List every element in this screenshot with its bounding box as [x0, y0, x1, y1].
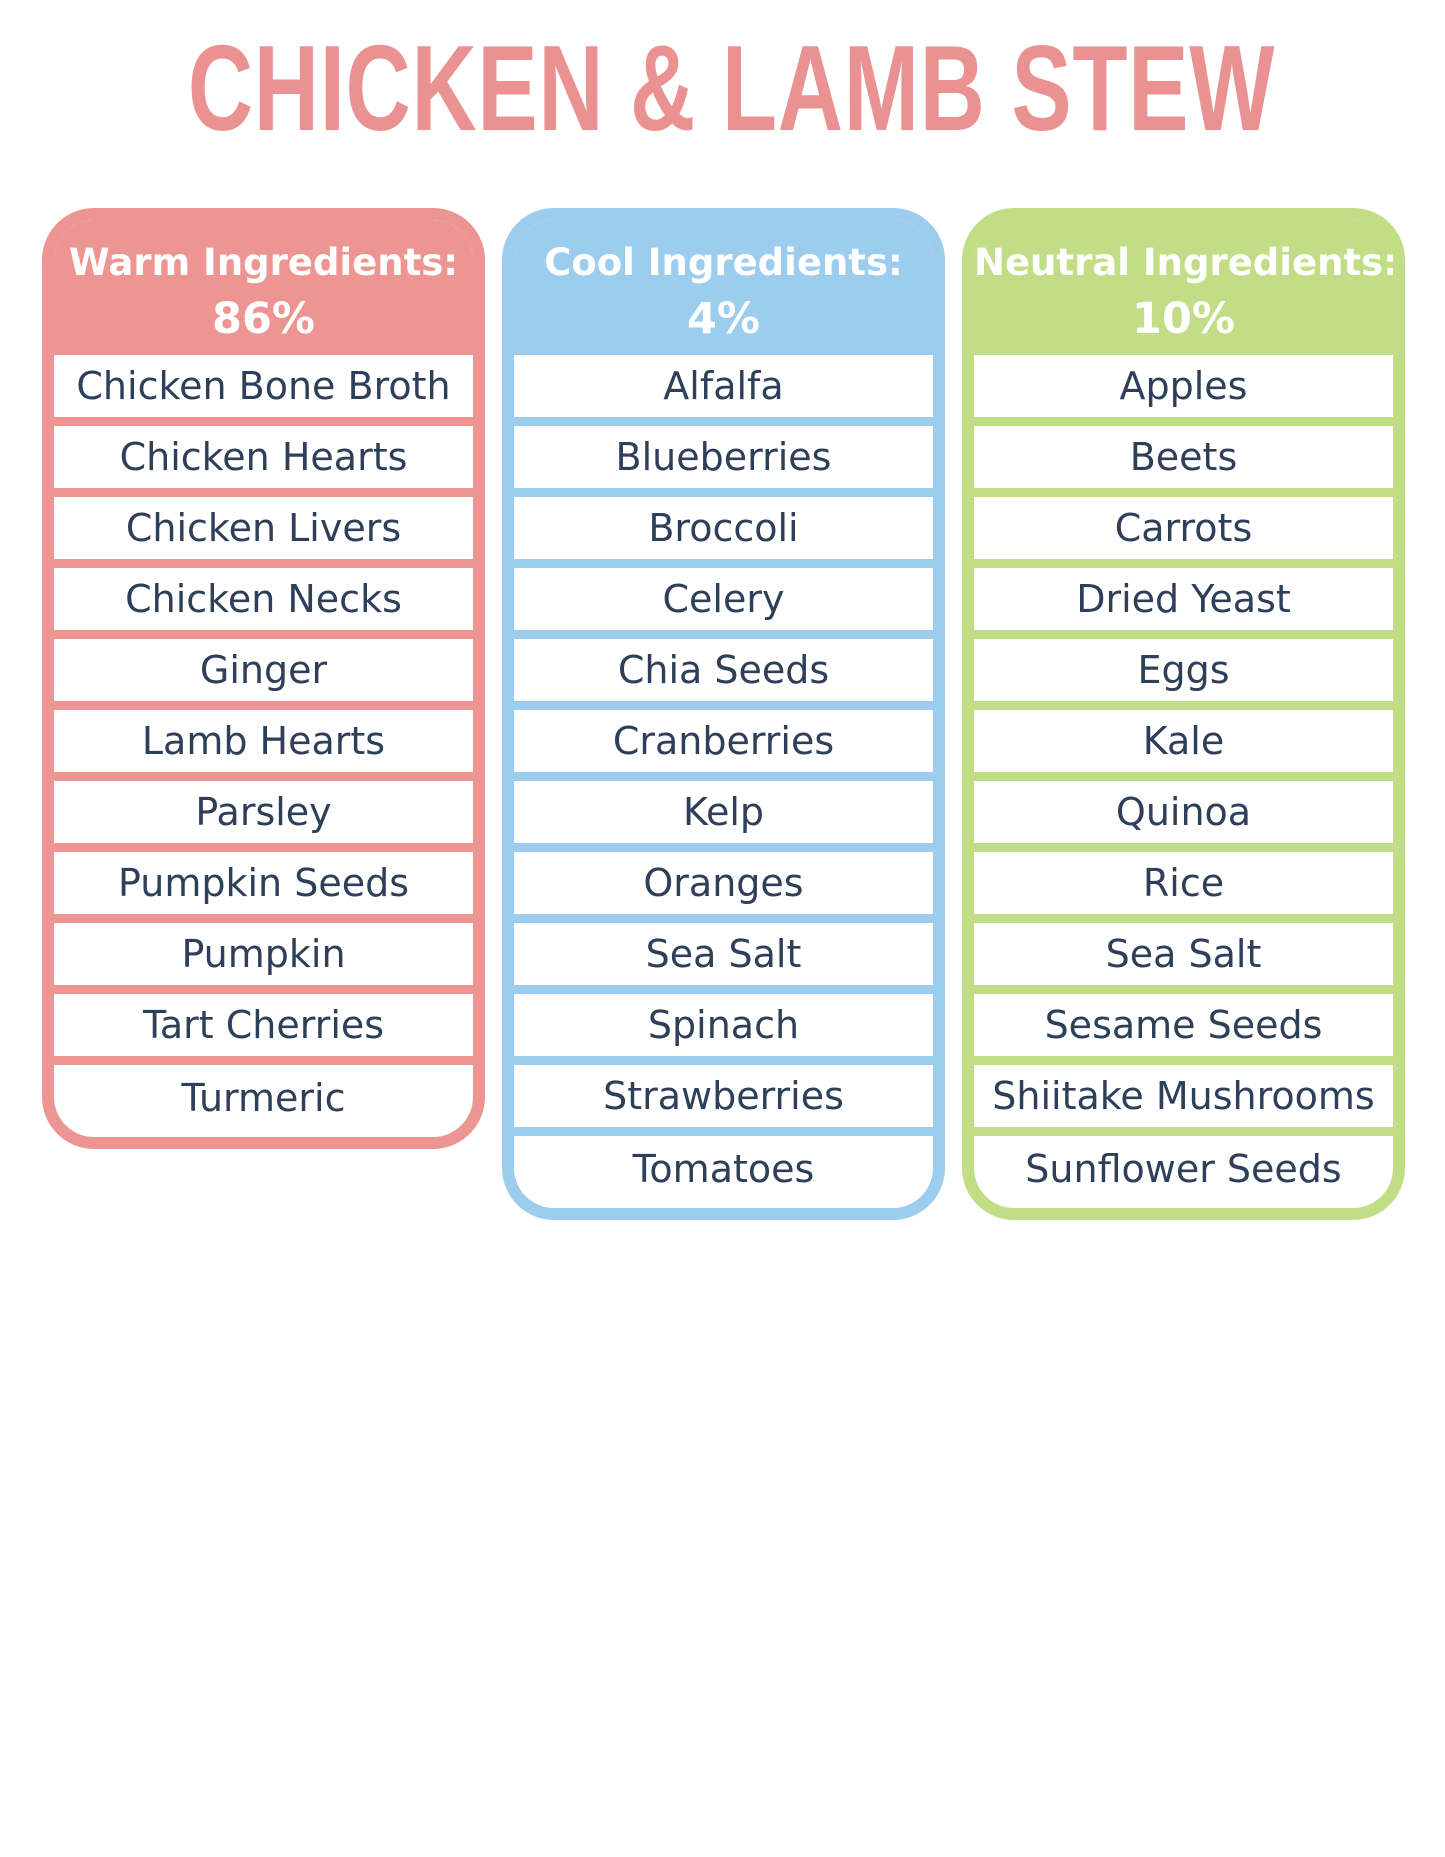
list-item: Pumpkin: [54, 914, 473, 985]
cool-ingredients-header: Cool Ingredients: 4%: [514, 220, 933, 355]
warm-ingredients-header: Warm Ingredients: 86%: [54, 220, 473, 355]
list-item: Dried Yeast: [974, 559, 1393, 630]
list-item: Kale: [974, 701, 1393, 772]
list-item: Celery: [514, 559, 933, 630]
list-item: Rice: [974, 843, 1393, 914]
neutral-ingredients-column: Neutral Ingredients: 10% Apples Beets Ca…: [962, 208, 1405, 1220]
list-item: Parsley: [54, 772, 473, 843]
list-item: Tart Cherries: [54, 985, 473, 1056]
list-item: Chia Seeds: [514, 630, 933, 701]
list-item: Turmeric: [54, 1056, 473, 1137]
list-item: Ginger: [54, 630, 473, 701]
list-item: Strawberries: [514, 1056, 933, 1127]
warm-ingredients-column: Warm Ingredients: 86% Chicken Bone Broth…: [42, 208, 485, 1149]
list-item: Chicken Bone Broth: [76, 364, 451, 408]
cool-ingredients-percent: 4%: [686, 294, 760, 344]
list-item: Carrots: [974, 488, 1393, 559]
list-item: Broccoli: [514, 488, 933, 559]
list-item: Alfalfa: [663, 364, 784, 408]
list-item: Sunflower Seeds: [974, 1127, 1393, 1208]
list-item: Sesame Seeds: [974, 985, 1393, 1056]
list-item: Apples: [1119, 364, 1248, 408]
list-item: Eggs: [974, 630, 1393, 701]
list-item: Pumpkin Seeds: [54, 843, 473, 914]
list-item: Lamb Hearts: [54, 701, 473, 772]
page-title: CHICKEN & LAMB STEW: [187, 20, 1276, 156]
cool-ingredients-column: Cool Ingredients: 4% Alfalfa Blueberries…: [502, 208, 945, 1220]
list-item: Spinach: [514, 985, 933, 1056]
list-item: Beets: [974, 417, 1393, 488]
list-item: Oranges: [514, 843, 933, 914]
warm-ingredients-list: Chicken Bone Broth Chicken Hearts Chicke…: [54, 355, 473, 1137]
list-item: Sea Salt: [514, 914, 933, 985]
neutral-ingredients-list: Apples Beets Carrots Dried Yeast Eggs Ka…: [974, 355, 1393, 1208]
list-item: Cranberries: [514, 701, 933, 772]
list-item: Sea Salt: [974, 914, 1393, 985]
list-item: Kelp: [514, 772, 933, 843]
list-item: Quinoa: [974, 772, 1393, 843]
cool-ingredients-list: Alfalfa Blueberries Broccoli Celery Chia…: [514, 355, 933, 1208]
list-item: Chicken Livers: [54, 488, 473, 559]
list-item: Tomatoes: [514, 1127, 933, 1208]
list-item: Blueberries: [514, 417, 933, 488]
neutral-ingredients-heading: Neutral Ingredients:: [974, 241, 1398, 284]
neutral-ingredients-header: Neutral Ingredients: 10%: [974, 220, 1393, 355]
neutral-ingredients-percent: 10%: [1132, 294, 1235, 344]
list-item: Chicken Necks: [54, 559, 473, 630]
warm-ingredients-heading: Warm Ingredients:: [68, 241, 459, 284]
cool-ingredients-heading: Cool Ingredients:: [544, 241, 903, 284]
list-item: Shiitake Mushrooms: [974, 1056, 1393, 1127]
warm-ingredients-percent: 86%: [212, 294, 315, 344]
list-item: Chicken Hearts: [54, 417, 473, 488]
